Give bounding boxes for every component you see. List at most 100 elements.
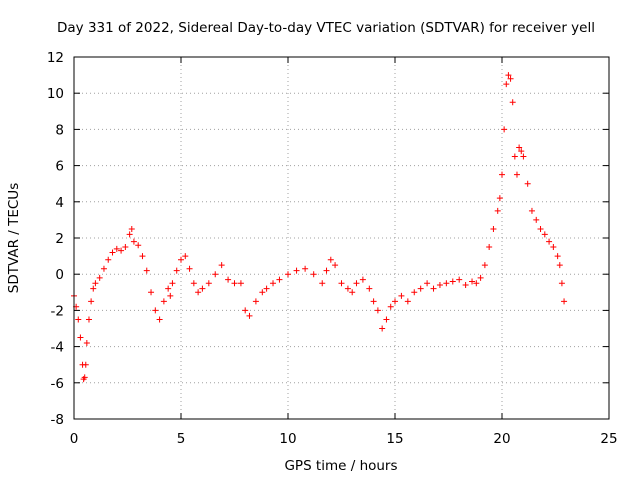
data-point: [82, 361, 89, 368]
data-point: [237, 280, 244, 287]
data-point: [139, 253, 146, 260]
x-axis-label: GPS time / hours: [284, 458, 397, 474]
data-point: [473, 280, 480, 287]
data-point: [344, 285, 351, 292]
data-point: [349, 289, 356, 296]
data-point: [490, 225, 497, 232]
data-point: [156, 316, 163, 323]
data-point: [469, 278, 476, 285]
data-point: [554, 253, 561, 260]
data-point: [524, 180, 531, 187]
data-point: [558, 280, 565, 287]
data-point: [165, 285, 172, 292]
data-point: [212, 271, 219, 278]
data-point: [75, 316, 82, 323]
data-point: [424, 280, 431, 287]
data-point: [499, 171, 505, 178]
data-point: [481, 262, 488, 269]
data-point: [96, 274, 103, 281]
data-point: [143, 267, 150, 274]
data-point: [293, 267, 300, 274]
grid: [74, 57, 609, 419]
data-point: [546, 238, 553, 245]
data-point: [190, 280, 197, 287]
data-point: [533, 216, 540, 223]
data-point: [449, 278, 456, 285]
data-point: [353, 280, 360, 287]
data-point: [370, 298, 377, 305]
x-tick-label: 20: [493, 431, 510, 447]
y-tick-label: -2: [51, 303, 64, 319]
data-point: [332, 262, 339, 269]
data-point: [186, 265, 193, 272]
y-axis-label: SDTVAR / TECUs: [6, 183, 22, 293]
data-point: [319, 280, 326, 287]
data-point: [443, 280, 450, 287]
data-point: [379, 325, 386, 332]
data-point: [218, 262, 225, 269]
data-point: [398, 292, 405, 299]
data-point: [152, 307, 159, 314]
data-point: [77, 334, 84, 341]
data-point: [135, 242, 142, 249]
data-point: [477, 274, 484, 281]
data-point: [486, 244, 493, 251]
data-point: [436, 282, 443, 289]
data-point: [387, 303, 394, 310]
data-point: [195, 289, 202, 296]
data-point: [88, 298, 95, 305]
data-point: [417, 285, 424, 292]
y-tick-label: 2: [55, 231, 64, 247]
data-point: [374, 307, 381, 314]
data-point: [276, 276, 283, 283]
data-point: [270, 280, 277, 287]
data-point: [182, 253, 189, 260]
data-point: [550, 244, 557, 251]
data-point: [167, 292, 174, 299]
y-tick-label: 4: [55, 195, 64, 211]
x-tick-labels: 0 5 10 15 20 25: [70, 431, 618, 447]
data-point: [105, 256, 112, 263]
y-tick-label: -4: [51, 340, 64, 356]
data-point: [310, 271, 317, 278]
data-point: [462, 282, 469, 289]
y-tick-label: -6: [51, 376, 64, 392]
data-point: [496, 195, 503, 202]
x-tick-label: 5: [177, 431, 186, 447]
data-point: [338, 280, 345, 287]
data-point: [173, 267, 180, 274]
data-point: [122, 244, 129, 251]
x-tick-label: 10: [279, 431, 296, 447]
data-point: [118, 247, 125, 254]
data-point: [83, 339, 90, 346]
data-point: [518, 148, 525, 155]
data-point: [509, 99, 516, 106]
data-point: [169, 280, 176, 287]
data-point: [507, 75, 514, 82]
data-point: [285, 271, 291, 278]
data-point: [205, 280, 212, 287]
data-point: [302, 265, 309, 272]
data-point: [263, 285, 270, 292]
data-point: [541, 231, 548, 238]
plot-frame: [73, 56, 610, 420]
data-point: [242, 307, 249, 314]
data-point: [411, 289, 418, 296]
x-tick-label: 0: [70, 431, 79, 447]
data-point: [85, 316, 92, 323]
y-tick-labels: -8 -6 -4 -2 0 2 4 6 8 10 12: [47, 50, 64, 428]
data-point: [231, 280, 238, 287]
data-point: [528, 207, 535, 214]
chart-title: Day 331 of 2022, Sidereal Day-to-day VTE…: [57, 20, 595, 36]
data-point: [109, 249, 116, 256]
data-point: [178, 256, 184, 263]
data-point: [503, 81, 510, 88]
y-tick-label: -8: [51, 412, 64, 428]
data-point: [130, 238, 137, 245]
data-point: [561, 298, 568, 305]
data-point: [252, 298, 259, 305]
y-tick-label: 8: [55, 122, 64, 138]
data-point: [327, 256, 334, 263]
data-point: [537, 225, 544, 232]
